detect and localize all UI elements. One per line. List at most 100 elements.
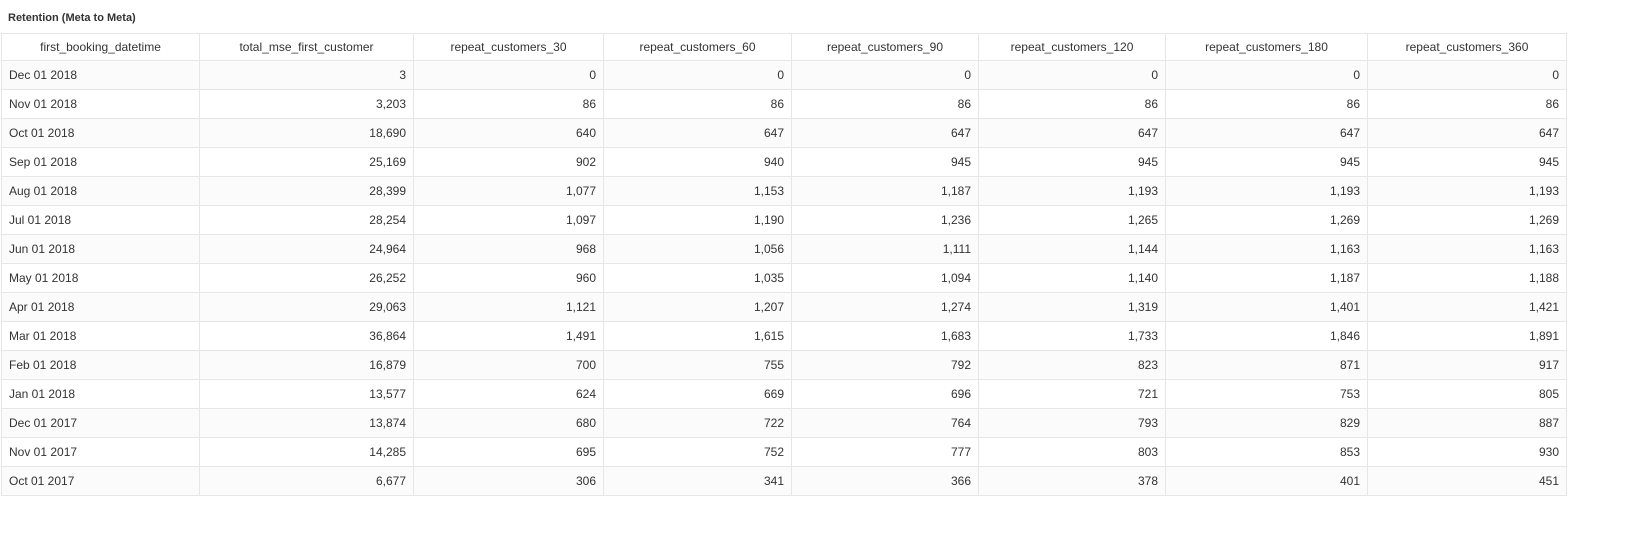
repeat-customers-60-cell: 1,035 (603, 263, 792, 293)
total-mse-first-customer-cell: 14,285 (199, 437, 414, 467)
repeat-customers-30-cell: 1,491 (413, 321, 604, 351)
first-booking-datetime-cell: Aug 01 2018 (1, 176, 200, 206)
repeat-customers-360-cell: 0 (1367, 60, 1567, 90)
total-mse-first-customer-cell: 6,677 (199, 466, 414, 496)
first-booking-datetime-cell: Oct 01 2018 (1, 118, 200, 148)
table-row: Oct 01 2018 18,690 640 647 647 647 647 647 (1, 118, 1567, 148)
first-booking-datetime-cell: Feb 01 2018 (1, 350, 200, 380)
first-booking-datetime-cell: Jul 01 2018 (1, 205, 200, 235)
repeat-customers-60-cell: 755 (603, 350, 792, 380)
repeat-customers-360-cell: 917 (1367, 350, 1567, 380)
repeat-customers-30-cell: 680 (413, 408, 604, 438)
table-row: Oct 01 2017 6,677 306 341 366 378 401 451 (1, 466, 1567, 496)
repeat-customers-120-cell: 1,140 (978, 263, 1166, 293)
repeat-customers-180-cell: 1,401 (1165, 292, 1368, 322)
table-row: Feb 01 2018 16,879 700 755 792 823 871 917 (1, 350, 1567, 380)
column-header-repeat-customers-120[interactable]: repeat_customers_120 (978, 33, 1166, 61)
repeat-customers-180-cell: 647 (1165, 118, 1368, 148)
repeat-customers-60-cell: 1,190 (603, 205, 792, 235)
table-row: Sep 01 2018 25,169 902 940 945 945 945 945 (1, 147, 1567, 177)
repeat-customers-180-cell: 1,187 (1165, 263, 1368, 293)
repeat-customers-360-cell: 451 (1367, 466, 1567, 496)
repeat-customers-360-cell: 887 (1367, 408, 1567, 438)
table-row: Jul 01 2018 28,254 1,097 1,190 1,236 1,265 1,2… (1, 205, 1567, 235)
repeat-customers-180-cell: 853 (1165, 437, 1368, 467)
repeat-customers-120-cell: 1,319 (978, 292, 1166, 322)
column-header-repeat-customers-90[interactable]: repeat_customers_90 (791, 33, 979, 61)
repeat-customers-60-cell: 752 (603, 437, 792, 467)
repeat-customers-90-cell: 647 (791, 118, 979, 148)
repeat-customers-90-cell: 1,094 (791, 263, 979, 293)
repeat-customers-180-cell: 401 (1165, 466, 1368, 496)
repeat-customers-90-cell: 1,111 (791, 234, 979, 264)
table-row: Apr 01 2018 29,063 1,121 1,207 1,274 1,319 1,4… (1, 292, 1567, 322)
table-row: Dec 01 2018 3 0 0 0 0 0 0 (1, 60, 1567, 90)
repeat-customers-60-cell: 1,615 (603, 321, 792, 351)
repeat-customers-90-cell: 1,683 (791, 321, 979, 351)
repeat-customers-90-cell: 366 (791, 466, 979, 496)
first-booking-datetime-cell: Sep 01 2018 (1, 147, 200, 177)
column-header-repeat-customers-30[interactable]: repeat_customers_30 (413, 33, 604, 61)
repeat-customers-180-cell: 753 (1165, 379, 1368, 409)
table-row: May 01 2018 26,252 960 1,035 1,094 1,140 1,187… (1, 263, 1567, 293)
repeat-customers-120-cell: 1,265 (978, 205, 1166, 235)
retention-table: first_booking_datetime total_mse_first_c… (1, 33, 1567, 496)
repeat-customers-30-cell: 640 (413, 118, 604, 148)
total-mse-first-customer-cell: 25,169 (199, 147, 414, 177)
repeat-customers-30-cell: 1,077 (413, 176, 604, 206)
repeat-customers-360-cell: 1,891 (1367, 321, 1567, 351)
first-booking-datetime-cell: Jun 01 2018 (1, 234, 200, 264)
repeat-customers-120-cell: 945 (978, 147, 1166, 177)
repeat-customers-60-cell: 722 (603, 408, 792, 438)
column-header-first-booking-datetime[interactable]: first_booking_datetime (1, 33, 200, 61)
first-booking-datetime-cell: Nov 01 2017 (1, 437, 200, 467)
repeat-customers-60-cell: 940 (603, 147, 792, 177)
table-row: Jan 01 2018 13,577 624 669 696 721 753 805 (1, 379, 1567, 409)
total-mse-first-customer-cell: 18,690 (199, 118, 414, 148)
first-booking-datetime-cell: Apr 01 2018 (1, 292, 200, 322)
total-mse-first-customer-cell: 16,879 (199, 350, 414, 380)
column-header-repeat-customers-180[interactable]: repeat_customers_180 (1165, 33, 1368, 61)
repeat-customers-30-cell: 624 (413, 379, 604, 409)
column-header-total-mse-first-customer[interactable]: total_mse_first_customer (199, 33, 414, 61)
table-row: Aug 01 2018 28,399 1,077 1,153 1,187 1,193 1,1… (1, 176, 1567, 206)
column-header-repeat-customers-360[interactable]: repeat_customers_360 (1367, 33, 1567, 61)
table-row: Mar 01 2018 36,864 1,491 1,615 1,683 1,733 1,8… (1, 321, 1567, 351)
table-row: Dec 01 2017 13,874 680 722 764 793 829 887 (1, 408, 1567, 438)
repeat-customers-90-cell: 777 (791, 437, 979, 467)
repeat-customers-90-cell: 1,236 (791, 205, 979, 235)
repeat-customers-90-cell: 696 (791, 379, 979, 409)
repeat-customers-30-cell: 86 (413, 89, 604, 119)
repeat-customers-180-cell: 871 (1165, 350, 1368, 380)
table-body: Dec 01 2018 3 0 0 0 0 0 0 Nov 01 2018 3,203 86 86 86… (1, 60, 1567, 496)
repeat-customers-360-cell: 1,188 (1367, 263, 1567, 293)
panel-title: Retention (Meta to Meta) (8, 12, 136, 24)
repeat-customers-360-cell: 1,193 (1367, 176, 1567, 206)
repeat-customers-120-cell: 1,733 (978, 321, 1166, 351)
first-booking-datetime-cell: Dec 01 2017 (1, 408, 200, 438)
repeat-customers-30-cell: 0 (413, 60, 604, 90)
repeat-customers-30-cell: 1,097 (413, 205, 604, 235)
total-mse-first-customer-cell: 3,203 (199, 89, 414, 119)
first-booking-datetime-cell: Nov 01 2018 (1, 89, 200, 119)
repeat-customers-120-cell: 0 (978, 60, 1166, 90)
repeat-customers-360-cell: 647 (1367, 118, 1567, 148)
total-mse-first-customer-cell: 13,874 (199, 408, 414, 438)
repeat-customers-60-cell: 86 (603, 89, 792, 119)
repeat-customers-120-cell: 1,193 (978, 176, 1166, 206)
repeat-customers-120-cell: 86 (978, 89, 1166, 119)
total-mse-first-customer-cell: 28,399 (199, 176, 414, 206)
repeat-customers-120-cell: 803 (978, 437, 1166, 467)
total-mse-first-customer-cell: 29,063 (199, 292, 414, 322)
first-booking-datetime-cell: Oct 01 2017 (1, 466, 200, 496)
repeat-customers-180-cell: 86 (1165, 89, 1368, 119)
repeat-customers-360-cell: 945 (1367, 147, 1567, 177)
repeat-customers-90-cell: 764 (791, 408, 979, 438)
repeat-customers-60-cell: 341 (603, 466, 792, 496)
repeat-customers-60-cell: 1,207 (603, 292, 792, 322)
repeat-customers-30-cell: 902 (413, 147, 604, 177)
column-header-repeat-customers-60[interactable]: repeat_customers_60 (603, 33, 792, 61)
repeat-customers-90-cell: 1,274 (791, 292, 979, 322)
first-booking-datetime-cell: May 01 2018 (1, 263, 200, 293)
table-row: Nov 01 2018 3,203 86 86 86 86 86 86 (1, 89, 1567, 119)
